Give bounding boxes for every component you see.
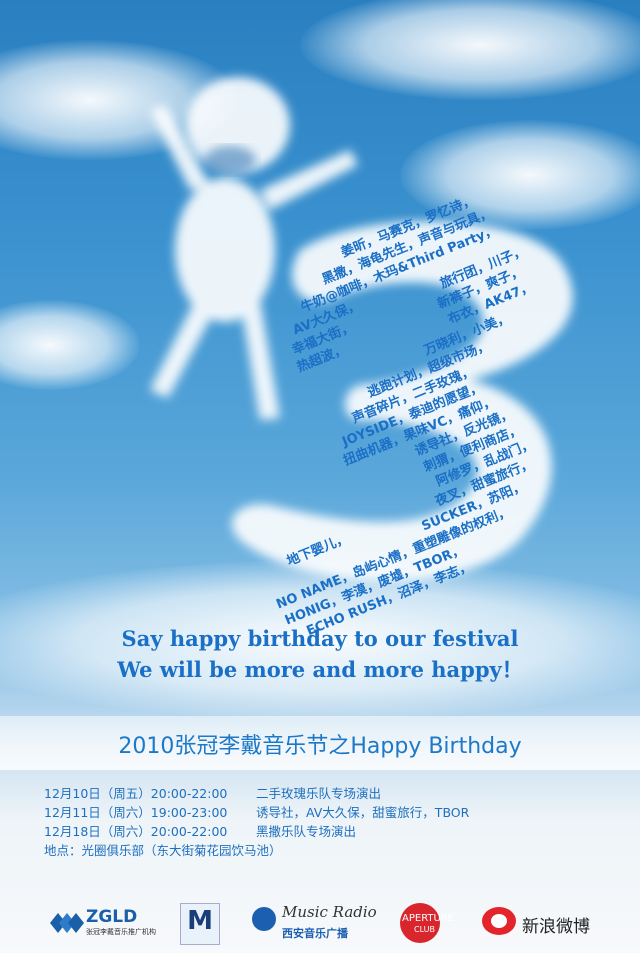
schedule-event: 黑撒乐队专场演出	[256, 824, 357, 839]
slogan-line-2: We will be more and more happy！	[117, 657, 523, 682]
cloud-figure-illustration	[150, 77, 573, 582]
schedule-date-time: 12月18日（周六）20:00-22:00	[44, 824, 228, 839]
aperture-club-logo: APERTURE CLUB	[396, 903, 468, 947]
schedule-date-time: 12月11日（周六）19:00-23:00	[44, 805, 228, 820]
band-names-cloud: 姜昕，马赛克，罗忆诗， 黑撒，海龟先生，声音与玩具， 牛奶@咖啡，木玛&Thir…	[274, 192, 536, 639]
venue-line: 地点：光圈俱乐部（东大街菊花园饮马池）	[44, 843, 282, 858]
radio-emblem-icon	[252, 907, 276, 931]
schedule-list: 12月10日（周五）20:00-22:00 二手玫瑰乐队专场演出 12月11日（周…	[44, 784, 604, 860]
festival-headline: 2010张冠李戴音乐节之Happy Birthday	[118, 734, 522, 759]
band-name-line: 地下婴儿，	[285, 530, 351, 569]
schedule-date-time: 12月10日（周五）20:00-22:00	[44, 786, 228, 801]
zgld-mark-icon	[50, 913, 84, 933]
slogan-line-1: Say happy birthday to our festival	[121, 626, 519, 651]
cloud	[0, 560, 640, 720]
m-logo: M	[180, 903, 220, 945]
weibo-name: 新浪微博	[522, 917, 590, 937]
aperture-subtitle: CLUB	[414, 925, 435, 934]
headline-band	[0, 716, 640, 770]
weibo-eye-inner-icon	[491, 914, 507, 928]
sponsor-logos: ZGLD 张冠李戴音乐推广机构 M Music Radio 西安音乐广播 APE…	[0, 895, 640, 953]
zgld-logo: ZGLD 张冠李戴音乐推广机构	[50, 903, 158, 947]
radio-subtitle: 西安音乐广播	[282, 927, 348, 940]
schedule-row: 12月18日（周六）20:00-22:00 黑撒乐队专场演出	[44, 822, 604, 841]
weibo-logo: 新浪微博	[482, 903, 602, 947]
cloud	[400, 120, 640, 230]
cloud	[0, 300, 140, 390]
aperture-circle-icon	[400, 903, 440, 943]
m-logo-letter: M	[187, 906, 213, 936]
aperture-name: APERTURE	[402, 913, 455, 924]
zgld-subtitle: 张冠李戴音乐推广机构	[86, 928, 156, 936]
music-radio-logo: Music Radio 西安音乐广播	[252, 903, 384, 947]
cloud	[300, 0, 640, 100]
schedule-event: 诱导社，AV大久保，甜蜜旅行，TBOR	[256, 805, 470, 820]
schedule-row: 12月10日（周五）20:00-22:00 二手玫瑰乐队专场演出	[44, 784, 604, 803]
schedule-row: 12月11日（周六）19:00-23:00 诱导社，AV大久保，甜蜜旅行，TBOR	[44, 803, 604, 822]
schedule-event: 二手玫瑰乐队专场演出	[256, 786, 382, 801]
radio-name: Music Radio	[282, 903, 377, 921]
zgld-name: ZGLD	[86, 907, 138, 927]
